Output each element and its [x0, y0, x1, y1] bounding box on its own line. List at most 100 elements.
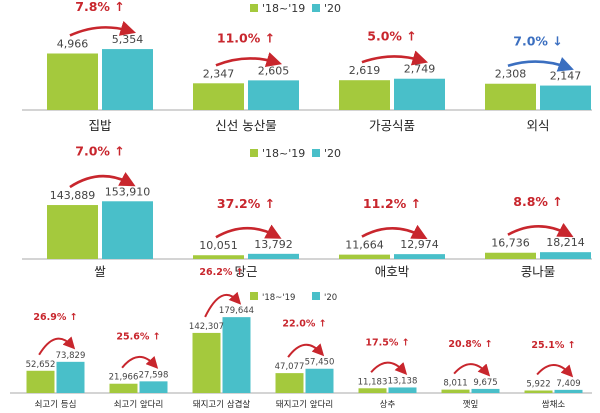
bar-series-b — [305, 368, 334, 393]
change-percent-label: 17.5% ↑ — [365, 337, 409, 348]
value-label-a: 2,619 — [349, 64, 381, 77]
value-label-b: 57,450 — [305, 358, 335, 368]
bar-series-a — [193, 83, 244, 110]
value-label-b: 13,138 — [388, 376, 418, 386]
bar-series-b — [102, 49, 153, 110]
legend: '18~'19 '20 — [250, 2, 341, 15]
legend-label-b: '20 — [324, 147, 341, 160]
value-label-b: 2,147 — [550, 70, 582, 83]
bar-group: 10,051 13,792 당근 37.2% ↑ — [193, 196, 299, 279]
legend: '18~'19 '20 — [250, 292, 337, 303]
value-label-a: 11,183 — [358, 377, 388, 387]
category-label: 콩나물 — [521, 264, 556, 279]
category-label: 쇠고기 앞다리 — [114, 399, 164, 410]
value-label-a: 4,966 — [57, 37, 89, 50]
bar-group: 2,308 2,147 외식 7.0% ↓ — [485, 34, 591, 133]
chart-2: '18~'19 '20 143,889 153,910 쌀 7.0% ↑ 10,051 13,… — [22, 143, 592, 279]
bar-group: 143,889 153,910 쌀 7.0% ↑ — [47, 143, 153, 279]
category-label: 가공식품 — [369, 118, 415, 133]
bar-series-a — [339, 80, 390, 110]
change-percent-label: 11.0% ↑ — [217, 30, 275, 45]
value-label-b: 13,792 — [254, 238, 293, 251]
value-label-a: 2,347 — [203, 67, 235, 80]
change-arrow — [361, 224, 428, 240]
value-label-b: 73,829 — [56, 351, 86, 361]
legend-swatch-a — [250, 4, 258, 12]
bar-series-b — [394, 78, 445, 110]
legend: '18~'19 '20 — [250, 147, 341, 160]
value-label-a: 16,736 — [491, 237, 530, 250]
value-label-a: 52,652 — [26, 360, 56, 370]
category-label: 상추 — [380, 399, 396, 410]
bar-series-b — [388, 387, 417, 393]
category-label: 돼지고기 앞다리 — [276, 399, 333, 410]
bar-series-a — [192, 332, 221, 393]
change-arrow — [38, 336, 76, 356]
change-arrow — [215, 224, 282, 239]
change-percent-label: 7.0% ↑ — [75, 143, 125, 158]
value-label-a: 10,051 — [199, 239, 238, 252]
legend-swatch-b — [312, 4, 320, 12]
bar-group: 16,736 18,214 콩나물 8.8% ↑ — [485, 194, 591, 279]
legend-swatch-a — [250, 292, 258, 300]
value-label-b: 2,605 — [258, 64, 290, 77]
bar-series-a — [47, 53, 98, 110]
bar-group: 142,307 179,644 돼지고기 삼겹살 26.2% ↑ — [189, 267, 254, 410]
legend-label-b: '20 — [324, 2, 341, 15]
bar-series-a — [485, 252, 536, 259]
change-percent-label: 20.8% ↑ — [448, 339, 492, 350]
bar-group: 2,347 2,605 신선 농산물 11.0% ↑ — [193, 30, 299, 133]
bar-group: 11,183 13,138 상추 17.5% ↑ — [358, 337, 418, 410]
legend-label-a: '18~'19 — [262, 293, 295, 303]
bar-series-a — [26, 370, 55, 393]
bar-series-b — [139, 381, 168, 393]
bar-series-a — [441, 389, 470, 393]
value-label-b: 9,675 — [473, 378, 497, 388]
change-arrow — [361, 50, 429, 66]
value-label-b: 5,354 — [112, 33, 144, 46]
value-label-b: 27,598 — [139, 370, 169, 380]
change-arrow — [536, 364, 574, 378]
bar-group: 4,966 5,354 집밥 7.8% ↑ — [47, 0, 153, 133]
change-arrow — [287, 343, 325, 358]
value-label-a: 8,011 — [443, 379, 467, 389]
change-percent-label: 7.0% ↓ — [513, 34, 563, 49]
value-label-b: 18,214 — [546, 236, 585, 249]
legend-label-a: '18~'19 — [262, 147, 305, 160]
change-arrow — [507, 222, 574, 238]
category-label: 쌈채소 — [542, 399, 566, 410]
change-percent-label: 8.8% ↑ — [513, 194, 563, 209]
bar-series-b — [554, 389, 583, 393]
bar-series-b — [248, 253, 299, 259]
change-percent-label: 22.0% ↑ — [282, 319, 326, 330]
bar-group: 8,011 9,675 깻잎 20.8% ↑ — [441, 339, 500, 410]
chart-1: '18~'19 '20 4,966 5,354 집밥 7.8% ↑ 2,347 2,605 신선… — [22, 0, 592, 133]
value-label-b: 12,974 — [400, 238, 439, 251]
value-label-a: 21,966 — [109, 373, 139, 383]
legend-label-a: '18~'19 — [262, 2, 305, 15]
change-arrow — [215, 52, 283, 68]
bar-series-b — [540, 85, 591, 110]
change-percent-label: 7.8% ↑ — [75, 0, 125, 14]
bar-series-b — [56, 361, 85, 393]
legend-swatch-a — [250, 149, 258, 157]
bar-series-a — [485, 83, 536, 110]
change-arrow — [370, 361, 408, 375]
bar-series-a — [47, 205, 98, 259]
change-percent-label: 11.2% ↑ — [363, 196, 421, 211]
change-arrow — [69, 20, 137, 37]
legend-swatch-b — [312, 292, 320, 300]
change-arrow — [453, 363, 491, 377]
bar-series-b — [471, 388, 500, 393]
value-label-a: 11,664 — [345, 239, 384, 252]
bar-series-b — [540, 252, 591, 259]
change-arrow — [69, 172, 136, 189]
change-percent-label: 26.9% ↑ — [33, 312, 77, 323]
bar-series-b — [394, 254, 445, 259]
category-label: 외식 — [526, 118, 549, 133]
bar-series-a — [109, 383, 138, 393]
value-label-b: 153,910 — [105, 185, 151, 198]
change-arrow — [204, 291, 242, 318]
